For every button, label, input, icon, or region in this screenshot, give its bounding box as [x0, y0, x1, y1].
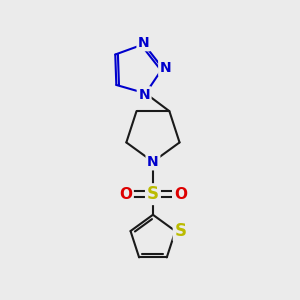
Text: N: N [147, 155, 159, 169]
Text: O: O [119, 187, 132, 202]
Text: N: N [138, 36, 150, 50]
Text: S: S [175, 222, 187, 240]
Text: N: N [160, 61, 171, 75]
Text: S: S [147, 185, 159, 203]
Text: N: N [138, 88, 150, 102]
Text: O: O [174, 187, 187, 202]
